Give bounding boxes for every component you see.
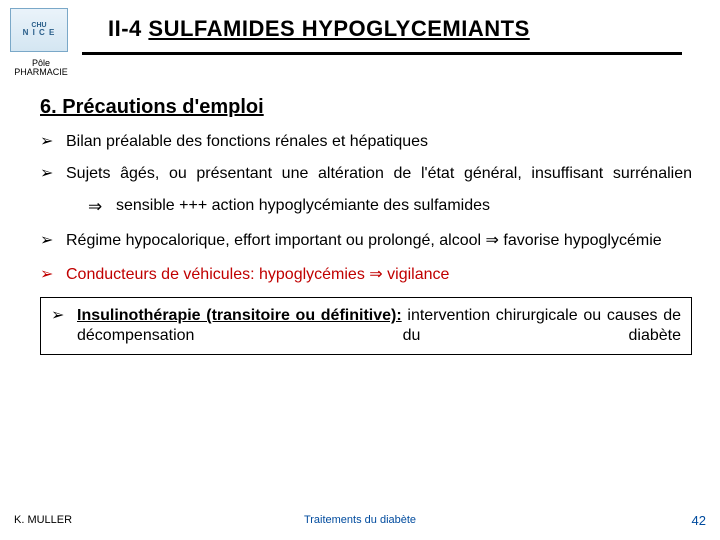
- bullet-text: Sujets âgés, ou présentant une altératio…: [66, 164, 692, 184]
- title-main: SULFAMIDES HYPOGLYCEMIANTS: [148, 16, 529, 41]
- bullet-item: ➢ Sujets âgés, ou présentant une altérat…: [40, 164, 692, 184]
- chevron-icon: ➢: [51, 306, 77, 346]
- emphasis-text: Insulinothérapie (transitoire ou définit…: [77, 307, 402, 324]
- logo-line2: N I C E: [23, 29, 56, 38]
- page-number: 42: [692, 513, 706, 528]
- bullet-item: ➢ Insulinothérapie (transitoire ou défin…: [51, 306, 681, 346]
- text-part: Régime hypocalorique, effort important o…: [66, 232, 486, 249]
- title-underline: [82, 52, 682, 55]
- sub-bullet-text: sensible +++ action hypoglycémiante des …: [116, 196, 490, 217]
- section-heading: 6. Précautions d'emploi: [40, 96, 264, 119]
- arrow-icon: ⇒: [369, 266, 382, 283]
- title-prefix: II-4: [108, 16, 148, 41]
- pharmacie-label: PHARMACIE: [10, 67, 72, 77]
- bullet-text: Conducteurs de véhicules: hypoglycémies …: [66, 265, 692, 285]
- bullet-text: Insulinothérapie (transitoire ou définit…: [77, 306, 681, 346]
- text-part: favorise hypoglycémie: [499, 232, 662, 249]
- boxed-note: ➢ Insulinothérapie (transitoire ou défin…: [40, 297, 692, 355]
- footer-title: Traitements du diabète: [0, 514, 720, 526]
- bullet-item: ➢ Régime hypocalorique, effort important…: [40, 231, 692, 251]
- bullet-item-highlight: ➢ Conducteurs de véhicules: hypoglycémie…: [40, 265, 692, 285]
- chevron-icon: ➢: [40, 132, 66, 152]
- bullet-item: ➢ Bilan préalable des fonctions rénales …: [40, 132, 692, 152]
- bullet-text: Régime hypocalorique, effort important o…: [66, 231, 692, 251]
- text-part: Conducteurs de véhicules: hypoglycémies: [66, 266, 369, 283]
- chevron-icon: ➢: [40, 231, 66, 251]
- slide-title: II-4 SULFAMIDES HYPOGLYCEMIANTS: [108, 16, 700, 42]
- chevron-icon: ➢: [40, 164, 66, 184]
- arrow-icon: ⇒: [88, 196, 116, 217]
- hospital-logo: CHU N I C E: [10, 8, 68, 52]
- chevron-icon: ➢: [40, 265, 66, 285]
- logo-block: CHU N I C E Pôle PHARMACIE: [10, 8, 72, 77]
- bullet-text: Bilan préalable des fonctions rénales et…: [66, 132, 692, 152]
- content-area: ➢ Bilan préalable des fonctions rénales …: [40, 132, 692, 355]
- sub-bullet: ⇒ sensible +++ action hypoglycémiante de…: [88, 196, 692, 217]
- arrow-icon: ⇒: [486, 232, 499, 249]
- text-part: vigilance: [383, 266, 450, 283]
